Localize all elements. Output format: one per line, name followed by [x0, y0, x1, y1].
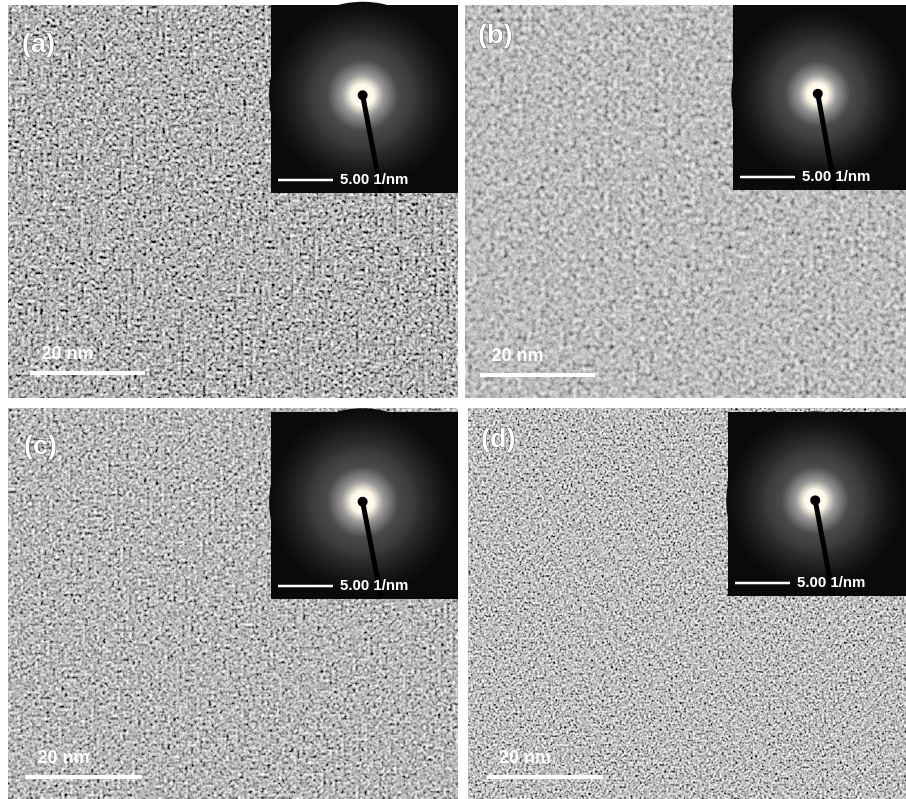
scale-text: 20 nm [491, 345, 543, 365]
panel-label: (b) [478, 19, 512, 49]
beam-stopper-tip [358, 497, 368, 507]
scale-text: 20 nm [37, 747, 89, 767]
panel-label: (c) [24, 430, 57, 460]
beam-stopper-tip [813, 89, 823, 99]
inset-scale-text: 5.00 1/nm [797, 574, 865, 591]
inset-scale-text: 5.00 1/nm [340, 577, 408, 594]
beam-stopper-tip [358, 90, 368, 100]
panel: 5.00 1/nm 20 nm (c) [8, 408, 458, 799]
scale-text: 20 nm [41, 343, 93, 363]
inset-scale-text: 5.00 1/nm [802, 168, 870, 185]
figure: 5.00 1/nm20 nm(a)5.00 1/nm20 nm(b)5.00 1… [0, 0, 906, 799]
beam-stopper-tip [810, 495, 820, 505]
panel-label: (a) [22, 28, 55, 58]
panel: 5.00 1/nm 20 nm (d) [468, 408, 906, 799]
panel-label: (d) [481, 423, 515, 453]
panel: 5.00 1/nm 20 nm (a) [8, 2, 458, 398]
scale-text: 20 nm [499, 747, 551, 767]
panel: 5.00 1/nm 20 nm (b) [465, 5, 906, 398]
inset-scale-text: 5.00 1/nm [340, 171, 408, 188]
